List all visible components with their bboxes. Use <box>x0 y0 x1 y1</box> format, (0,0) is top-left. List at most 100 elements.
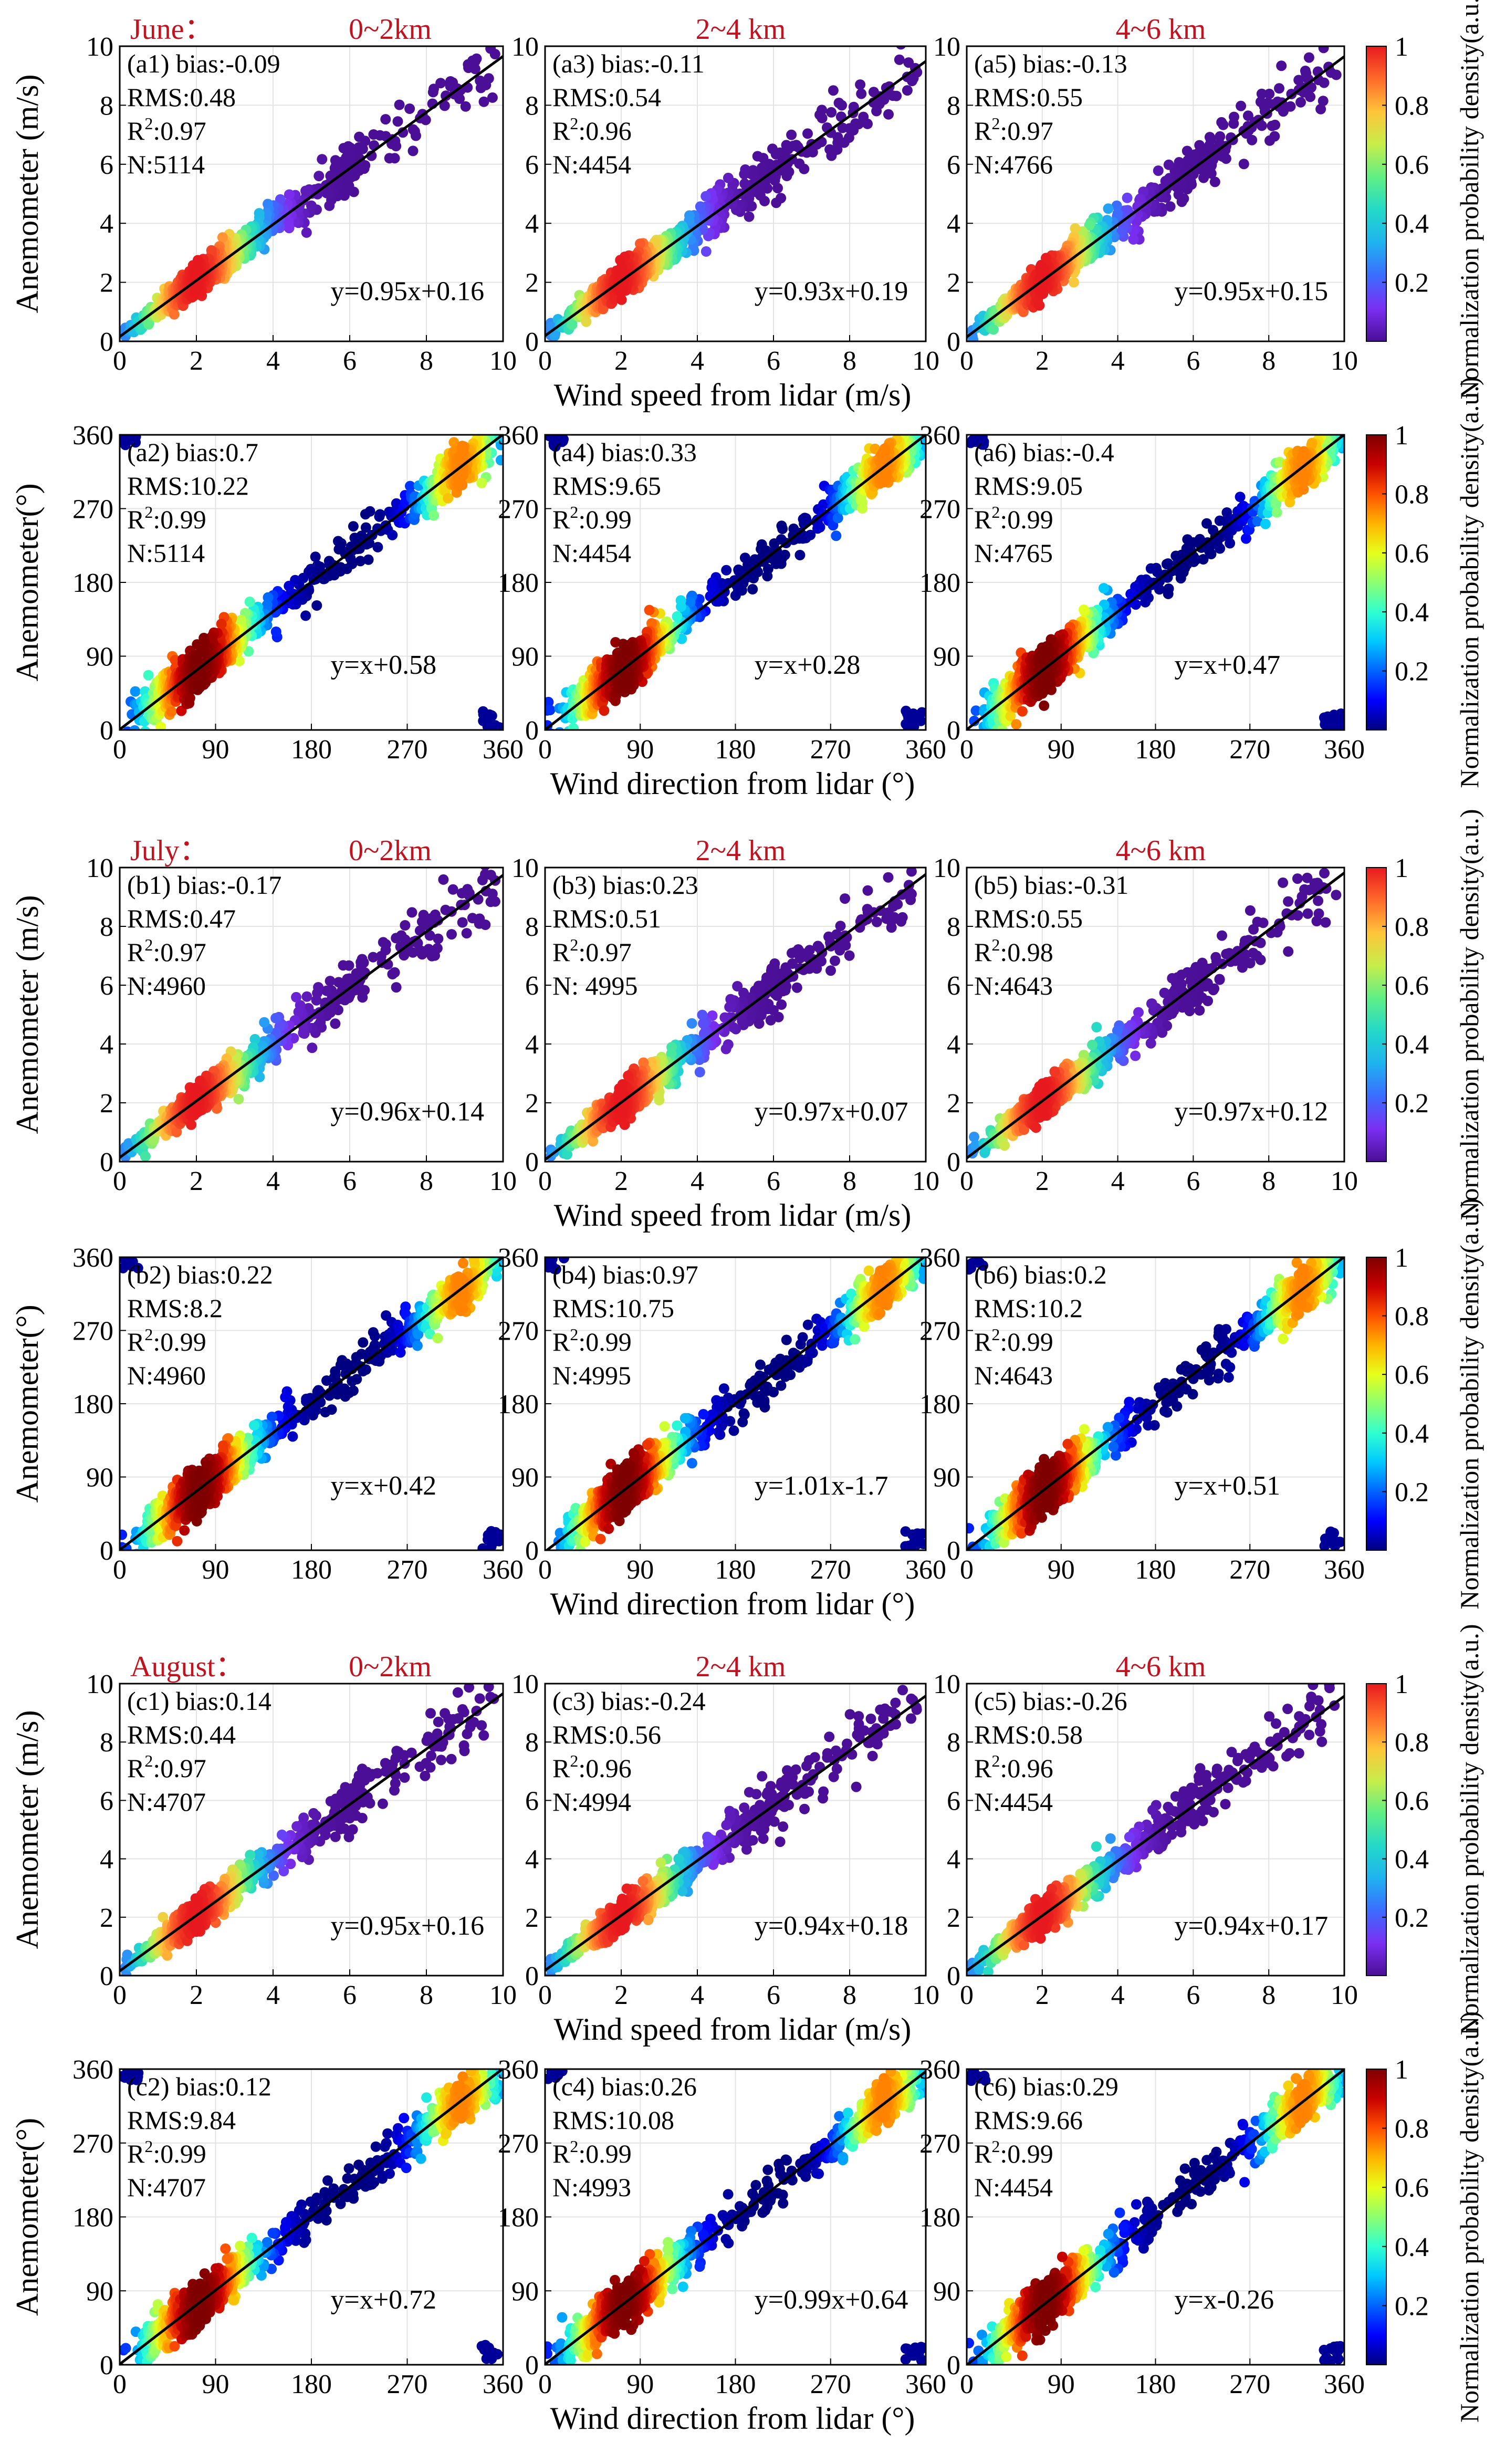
data-point <box>485 46 496 54</box>
data-point <box>324 200 335 211</box>
data-point <box>169 309 180 320</box>
x-tick-label: 8 <box>1262 346 1276 376</box>
data-point <box>1111 200 1122 211</box>
data-point <box>794 550 806 560</box>
colorbar-bar <box>1366 434 1387 730</box>
data-point <box>323 556 334 567</box>
data-point <box>387 529 398 540</box>
x-tick-label: 4 <box>266 346 280 376</box>
colorbar-a2: 10.80.60.40.2 Normalization probability d… <box>1366 377 1484 788</box>
data-point <box>317 154 328 165</box>
data-point <box>1103 203 1114 214</box>
data-point <box>855 79 866 90</box>
data-point <box>270 627 281 637</box>
data-point <box>407 145 419 156</box>
data-point <box>363 554 374 565</box>
data-point <box>191 262 202 273</box>
x-tick-label: 360 <box>905 735 946 765</box>
data-point <box>1209 176 1220 187</box>
data-point <box>871 106 882 117</box>
stats-bias: (a3) bias:-0.11 <box>552 49 705 78</box>
data-point <box>1293 75 1304 86</box>
data-point <box>635 238 645 249</box>
data-point <box>1276 60 1287 71</box>
data-point <box>463 59 474 70</box>
y-tick-label: 0 <box>525 327 539 357</box>
data-point <box>968 335 979 341</box>
fit-line <box>120 55 503 338</box>
data-point <box>354 131 365 142</box>
data-point <box>1238 159 1249 170</box>
data-point <box>333 536 343 547</box>
data-point <box>1204 132 1215 143</box>
x-tick-label: 0 <box>113 346 127 376</box>
data-point <box>448 437 459 448</box>
data-point <box>338 143 349 154</box>
y-tick-label: 360 <box>498 421 539 451</box>
stats-rms: RMS:9.65 <box>552 471 661 500</box>
data-point <box>1318 46 1329 54</box>
data-point <box>386 139 397 149</box>
data-point <box>333 544 344 555</box>
layer-title: 4~6 km <box>1116 13 1206 46</box>
y-tick-label: 4 <box>947 209 960 239</box>
data-point <box>567 319 578 330</box>
data-point <box>155 722 166 730</box>
data-point <box>730 590 741 601</box>
colorbar-tick-label: 0.2 <box>1395 657 1429 687</box>
stats-bias: (a1) bias:-0.09 <box>127 49 280 78</box>
plot-frame <box>119 45 504 342</box>
y-axis-label: Anemometer(°) <box>10 483 45 681</box>
data-point <box>786 129 797 140</box>
data-point <box>1306 82 1316 93</box>
colorbar-label: Normalization probability density(a.u.) <box>1455 0 1484 400</box>
data-point <box>701 191 712 202</box>
colorbar-label: Normalization probability density(a.u.) <box>1455 377 1484 788</box>
x-axis-label: Wind speed from lidar (m/s) <box>554 378 912 412</box>
data-point <box>368 129 379 140</box>
data-point <box>216 619 227 630</box>
data-point <box>476 422 486 433</box>
data-point <box>1182 534 1193 545</box>
data-point <box>833 98 844 108</box>
y-tick-label: 360 <box>72 421 113 451</box>
x-tick-label: 270 <box>387 735 428 765</box>
stats-bias: (a2) bias:0.7 <box>127 437 258 467</box>
data-point <box>721 565 732 576</box>
x-tick-label: 180 <box>291 735 332 765</box>
data-point <box>1236 100 1247 111</box>
x-tick-label: 0 <box>960 346 974 376</box>
data-point <box>166 706 177 717</box>
data-point <box>695 201 706 212</box>
data-point <box>443 493 454 504</box>
data-point <box>1194 140 1205 151</box>
data-point <box>1264 135 1275 146</box>
x-tick-label: 270 <box>810 735 851 765</box>
stats-n: N:5114 <box>127 538 205 568</box>
data-point <box>325 171 336 182</box>
data-point <box>244 597 255 607</box>
data-point <box>137 732 148 742</box>
data-point <box>360 522 371 533</box>
data-point <box>1122 192 1133 203</box>
data-point <box>756 544 767 555</box>
colorbar-tick-label: 1 <box>1395 421 1408 451</box>
data-point <box>460 101 471 112</box>
data-point <box>435 78 446 89</box>
data-point <box>384 153 395 164</box>
x-tick-label: 10 <box>489 346 517 376</box>
data-point <box>615 287 626 298</box>
data-point <box>896 46 906 50</box>
points-group <box>967 46 1342 341</box>
colorbar-tick-label: 0.2 <box>1395 268 1429 298</box>
y-tick-label: 90 <box>86 642 113 672</box>
data-point <box>284 580 295 591</box>
data-point <box>777 524 788 534</box>
data-point <box>455 469 466 480</box>
data-point <box>404 103 415 114</box>
data-point <box>581 316 592 327</box>
data-point <box>330 155 341 166</box>
